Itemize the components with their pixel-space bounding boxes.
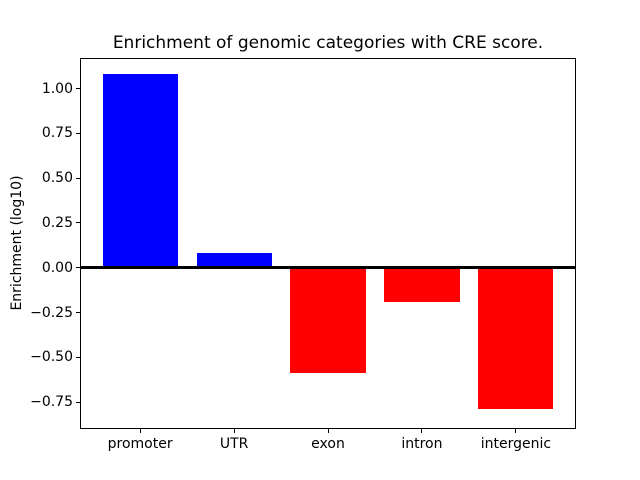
x-tick-mark: [421, 429, 423, 433]
bar-exon: [290, 267, 366, 374]
bar-UTR: [196, 253, 272, 268]
x-tick-label-exon: exon: [311, 436, 345, 452]
x-tick-mark: [515, 429, 517, 433]
y-tick-mark: [76, 312, 80, 313]
y-tick-label: −0.75: [30, 394, 73, 411]
x-tick-label-intron: intron: [401, 436, 443, 452]
chart-title: Enrichment of genomic categories with CR…: [112, 33, 544, 53]
y-tick-label: −0.50: [30, 349, 73, 366]
x-tick-label-promoter: promoter: [107, 436, 173, 452]
y-tick-mark: [76, 356, 80, 358]
x-tick-label-intergenic: intergenic: [480, 436, 552, 452]
y-tick-label: 0.00: [41, 259, 73, 276]
y-tick-mark: [76, 177, 80, 179]
zero-line: [80, 266, 576, 270]
bar-promoter: [102, 74, 178, 268]
x-tick-mark: [139, 429, 141, 433]
y-tick-label: 0.75: [41, 125, 73, 142]
y-tick-mark: [76, 132, 80, 134]
x-tick-mark: [327, 429, 329, 433]
y-tick-label: −0.25: [30, 304, 73, 321]
y-tick-label: 1.00: [41, 80, 73, 97]
y-tick-mark: [76, 88, 80, 89]
x-tick-mark: [233, 429, 235, 433]
x-tick-label-UTR: UTR: [219, 436, 249, 452]
y-tick-mark: [76, 222, 80, 224]
y-axis-label: Enrichment (log10): [9, 175, 25, 311]
plot-area: [80, 58, 576, 429]
y-tick-mark: [76, 267, 80, 269]
bar-intron: [384, 267, 460, 302]
bar-intergenic: [478, 267, 554, 410]
y-tick-label: 0.50: [41, 170, 73, 187]
y-tick-mark: [76, 401, 80, 403]
y-tick-label: 0.25: [41, 214, 73, 231]
